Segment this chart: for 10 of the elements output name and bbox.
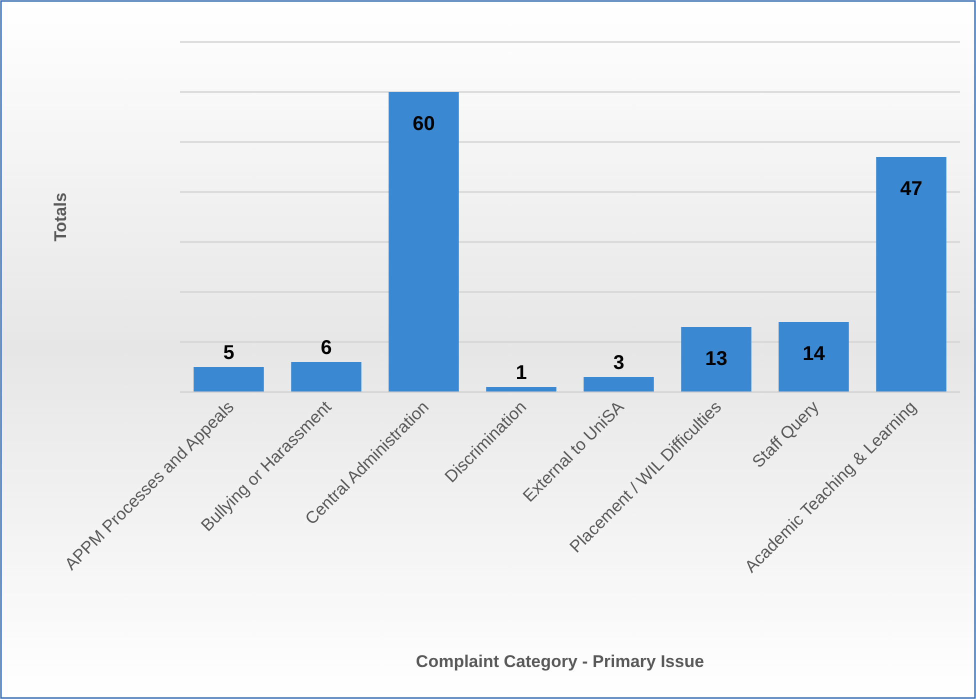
data-label: 13 <box>705 348 728 370</box>
data-label: 1 <box>516 362 527 384</box>
data-label: 5 <box>223 342 234 364</box>
data-label: 47 <box>900 178 922 200</box>
data-label: 60 <box>412 113 435 135</box>
data-label: 6 <box>320 337 332 359</box>
data-label: 3 <box>613 352 624 374</box>
data-label: 14 <box>802 343 826 365</box>
x-axis-title: Complaint Category - Primary Issue <box>416 652 704 671</box>
y-axis-title: Totals <box>51 192 70 242</box>
